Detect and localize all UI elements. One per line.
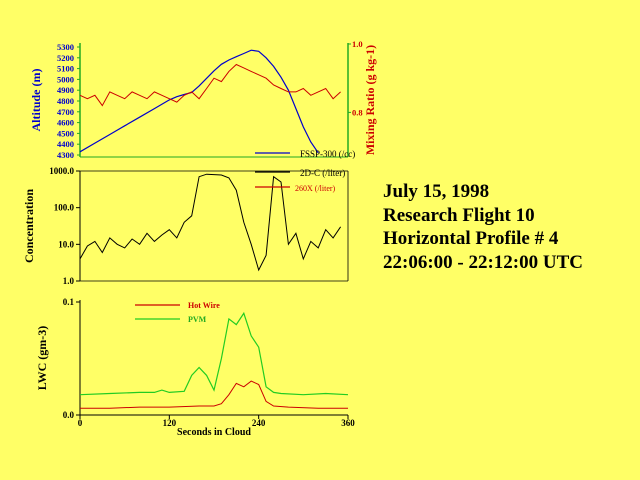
panel1-right-axis-label: Mixing Ratio (g kg-1) (363, 45, 377, 155)
pvm-line (79, 311, 349, 396)
concentration-tick-label: 1000.0 (49, 166, 74, 176)
mixing-ratio-tick-label: 0.8 (352, 107, 363, 117)
lwc-tick-label: 0.1 (63, 297, 75, 307)
panel-lwc: 0.1 0.00 120 240 360 LWC (gm-3) Seconds in C… (35, 297, 355, 438)
seconds-tick-label: 0 (78, 418, 83, 428)
flight-date: July 15, 1998 (383, 181, 490, 202)
panel3-ticks: 0.1 0.00 120 240 360 (63, 297, 356, 428)
legend-label-fssp: FSSP-300 (/cc) (300, 149, 355, 159)
panel2-axis-label: Concentration (22, 189, 36, 263)
seconds-tick-label: 120 (163, 418, 177, 428)
panel3-legend: Hot Wire PVM (135, 301, 220, 324)
legend-label-hot-wire: Hot Wire (188, 301, 220, 310)
flight-number: Research Flight 10 (383, 204, 535, 226)
panel-altitude: 4300440045004600470048004900500051005200… (29, 39, 377, 160)
panel3-x-axis-label: Seconds in Cloud (177, 427, 251, 438)
altitude-tick-label: 5000 (57, 74, 74, 84)
panel1-left-ticks: 4300440045004600470048004900500051005200… (57, 42, 80, 160)
altitude-tick-label: 4600 (57, 118, 74, 128)
legend-label-2dc: 2D-C (/liter) (300, 168, 345, 178)
altitude-tick-label: 5300 (57, 42, 74, 52)
profile-number: Horizontal Profile # 4 (383, 228, 559, 249)
seconds-tick-label: 360 (341, 418, 355, 428)
panel1-left-axis-label: Altitude (m) (29, 69, 43, 132)
time-range: 22:06:00 - 22:12:00 UTC (383, 251, 584, 273)
lwc-tick-label: 0.0 (63, 410, 75, 420)
legend-label-pvm: PVM (188, 315, 207, 324)
concentration-tick-label: 100.0 (54, 203, 75, 213)
altitude-tick-label: 4800 (57, 96, 74, 106)
mixing-ratio-line (79, 63, 341, 107)
altitude-tick-label: 4300 (57, 150, 74, 160)
legend-label-260x: 260X (/liter) (295, 184, 336, 193)
hot-wire-line (80, 380, 348, 409)
altitude-tick-label: 4400 (57, 139, 74, 149)
flight-info-block: July 15, 1998 Research Flight 10 Horizon… (383, 180, 633, 274)
panel-concentration: 1000.0 100.0 10.0 1.0 Concentration FSSP-30… (22, 149, 355, 286)
panel1-right-ticks: 1.0 0.8 (348, 39, 363, 117)
altitude-tick-label: 4700 (57, 107, 74, 117)
altitude-tick-label: 5100 (57, 64, 74, 74)
concentration-tick-label: 10.0 (58, 239, 74, 249)
concentration-tick-label: 1.0 (63, 276, 75, 286)
seconds-tick-label: 240 (252, 418, 266, 428)
altitude-tick-label: 4500 (57, 128, 74, 138)
panel2-legend: FSSP-300 (/cc) 2D-C (/liter) 260X (/lite… (255, 149, 355, 193)
mixing-ratio-tick-label: 1.0 (352, 39, 363, 49)
altitude-tick-label: 4900 (57, 85, 74, 95)
2dc-concentration-line (79, 173, 342, 272)
altitude-tick-label: 5200 (57, 53, 74, 63)
panel2-left-ticks: 1000.0 100.0 10.0 1.0 (49, 166, 80, 286)
altitude-line (79, 49, 319, 154)
panel3-axis-label: LWC (gm-3) (35, 326, 49, 391)
